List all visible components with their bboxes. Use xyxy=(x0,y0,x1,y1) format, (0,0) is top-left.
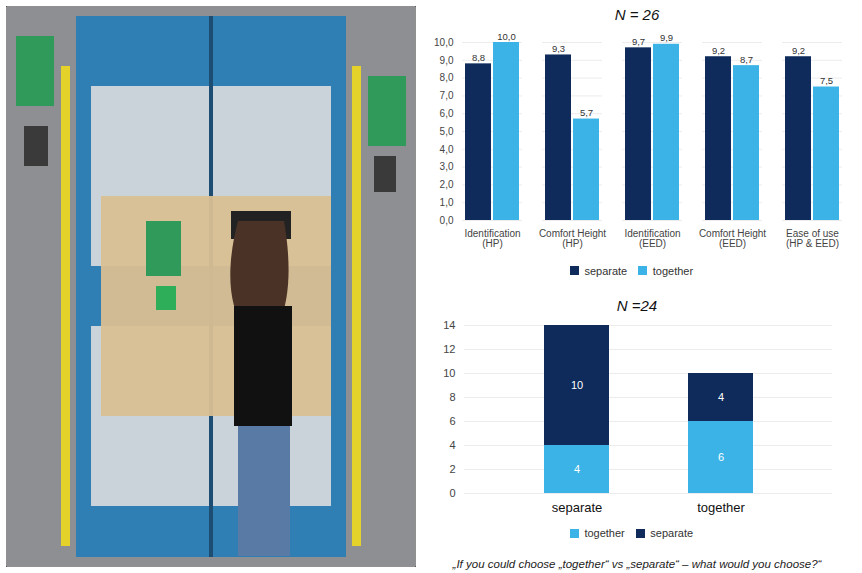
svg-text:10: 10 xyxy=(443,367,455,379)
svg-text:Comfort Height(HP): Comfort Height(HP) xyxy=(539,228,606,249)
svg-text:14: 14 xyxy=(443,319,455,331)
svg-text:0: 0 xyxy=(449,487,455,499)
svg-text:0,0: 0,0 xyxy=(440,215,454,226)
svg-text:9,7: 9,7 xyxy=(632,36,645,47)
html-text:together: together xyxy=(652,264,694,277)
svg-text:8,7: 8,7 xyxy=(740,54,753,65)
svg-text:2,0: 2,0 xyxy=(440,179,454,190)
svg-text:separate: separate xyxy=(552,499,603,514)
svg-text:9,3: 9,3 xyxy=(552,43,565,54)
svg-text:9,9: 9,9 xyxy=(660,32,673,43)
svg-text:12: 12 xyxy=(443,343,455,355)
svg-text:4,0: 4,0 xyxy=(440,144,454,155)
svg-text:Ease of use(HP & EED): Ease of use(HP & EED) xyxy=(786,228,839,249)
svg-text:10: 10 xyxy=(571,379,583,391)
svg-text:9,2: 9,2 xyxy=(792,45,805,56)
svg-text:Comfort Height(EED): Comfort Height(EED) xyxy=(699,228,766,249)
svg-text:9,0: 9,0 xyxy=(440,55,454,66)
svg-text:4: 4 xyxy=(718,391,724,403)
svg-text:7,5: 7,5 xyxy=(820,75,833,86)
svg-text:1,0: 1,0 xyxy=(440,197,454,208)
svg-text:5,0: 5,0 xyxy=(440,126,454,137)
html-text:separate: separate xyxy=(584,264,628,277)
svg-text:2: 2 xyxy=(449,463,455,475)
svg-text:3,0: 3,0 xyxy=(440,161,454,172)
svg-text:6: 6 xyxy=(449,415,455,427)
svg-text:8,8: 8,8 xyxy=(472,52,485,63)
svg-text:6,0: 6,0 xyxy=(440,108,454,119)
svg-text:9,2: 9,2 xyxy=(712,45,725,56)
svg-text:8: 8 xyxy=(449,391,455,403)
html-text:N = 26: N = 26 xyxy=(614,6,660,23)
html-text:together: together xyxy=(584,527,625,539)
html-text:separate: separate xyxy=(650,527,694,539)
svg-text:Identification(HP): Identification(HP) xyxy=(464,228,520,249)
html-text:N =24: N =24 xyxy=(616,296,658,314)
svg-text:4: 4 xyxy=(449,439,455,451)
svg-text:10,0: 10,0 xyxy=(434,37,454,48)
svg-text:together: together xyxy=(697,499,745,514)
svg-text:7,0: 7,0 xyxy=(440,90,454,101)
svg-text:6: 6 xyxy=(718,451,724,463)
svg-text:10,0: 10,0 xyxy=(497,31,516,42)
svg-text:4: 4 xyxy=(574,463,580,475)
svg-text:Identification(EED): Identification(EED) xyxy=(624,228,680,249)
svg-text:8,0: 8,0 xyxy=(440,72,454,83)
html-text:„If you could choose „together: „If you could choose „together“ vs „sepa… xyxy=(452,558,822,570)
svg-text:5,7: 5,7 xyxy=(580,107,593,118)
